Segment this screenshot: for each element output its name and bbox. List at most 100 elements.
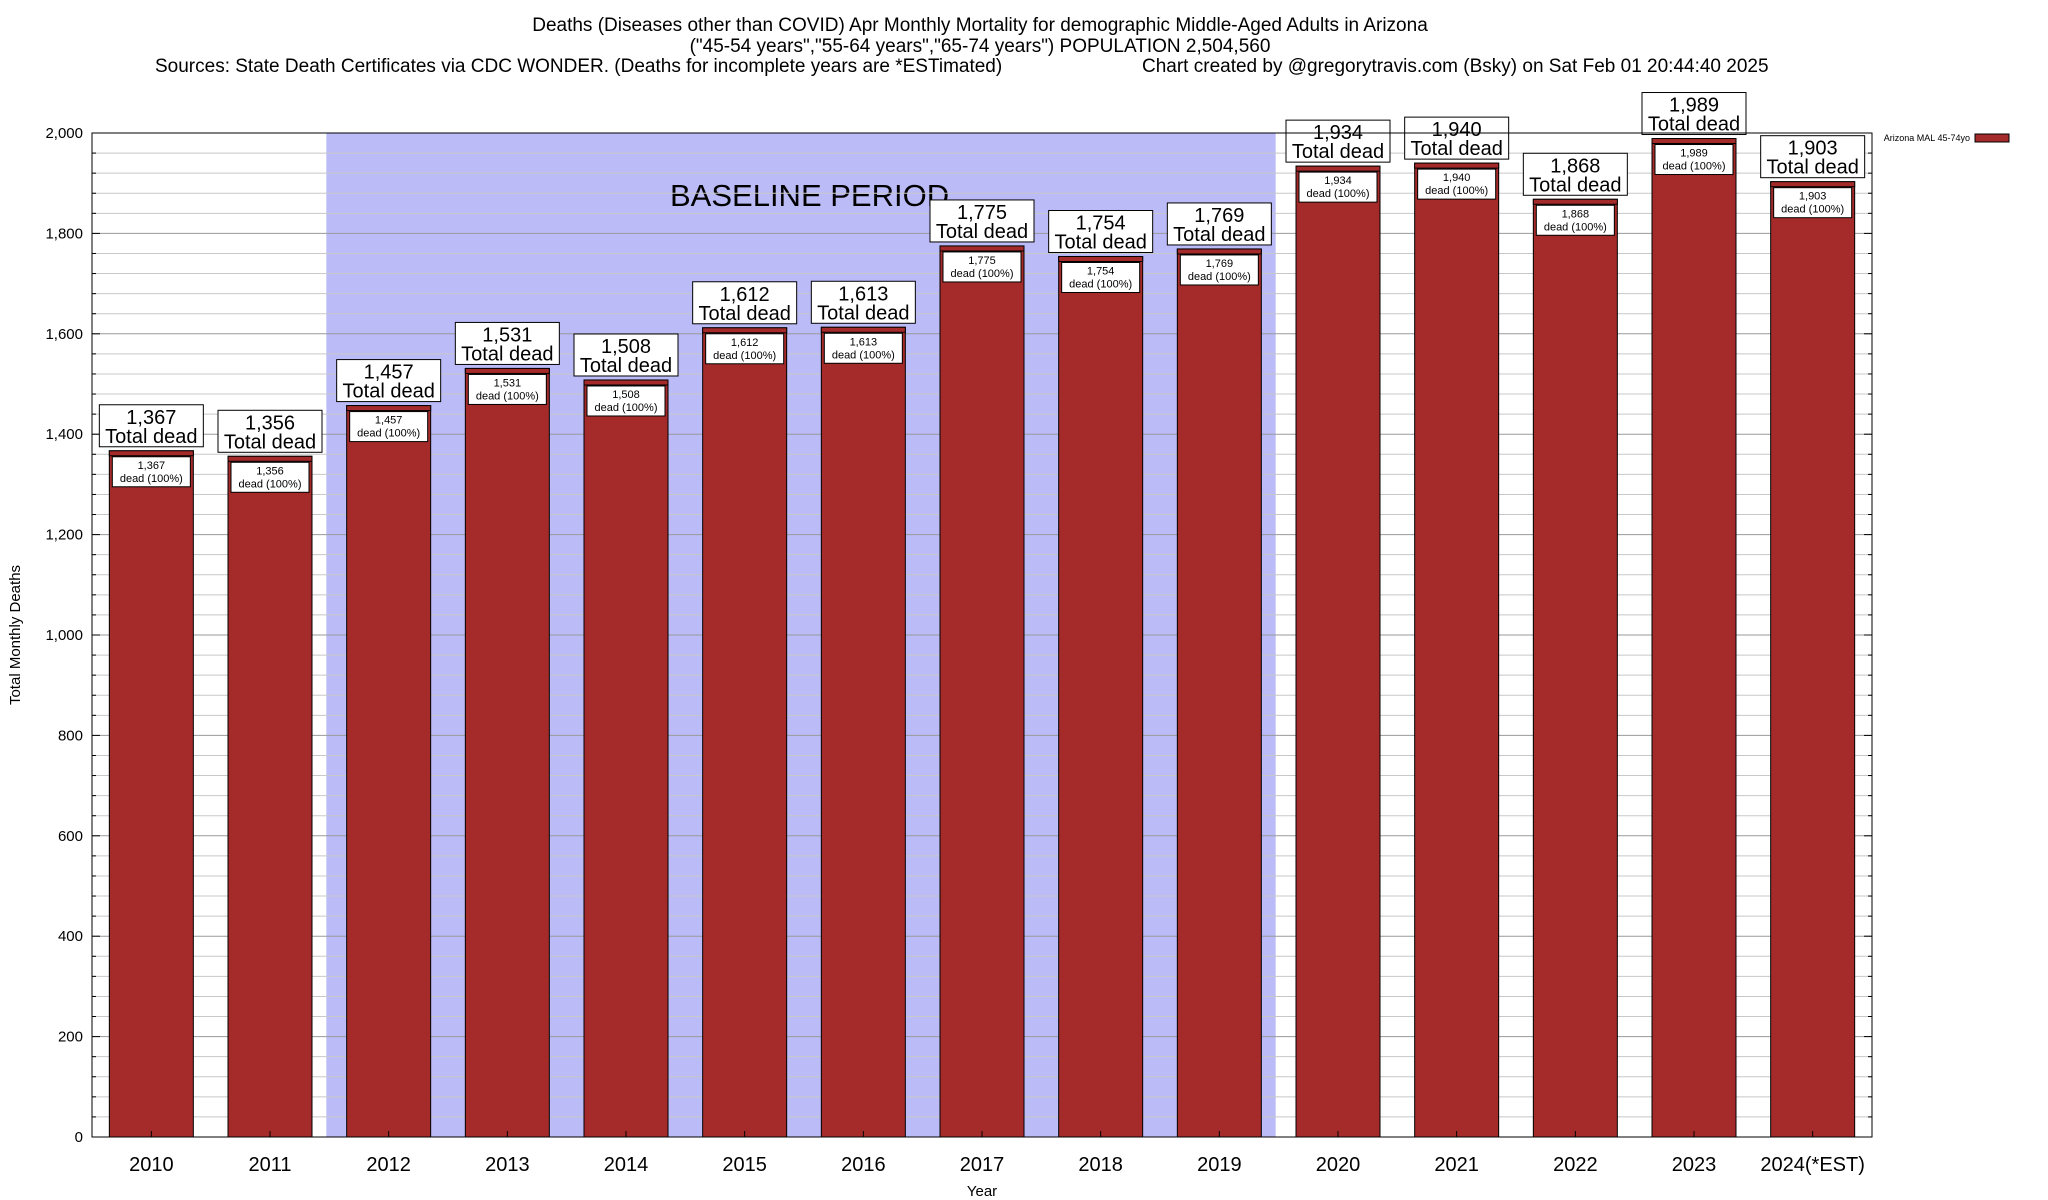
inner-pct-label: dead (100%) xyxy=(832,349,895,361)
chart-title-line2: ("45-54 years","55-64 years","65-74 year… xyxy=(690,36,1271,57)
bar-cap xyxy=(464,367,550,374)
y-axis: 0 200 400 600 800 1,000 1,200 1,400 1,600 1,800 2,… xyxy=(45,125,1872,1146)
total-value-label: 1,356 xyxy=(245,412,295,434)
bar-cap xyxy=(1532,198,1618,205)
x-tick-label: 2020 xyxy=(1316,1154,1361,1176)
total-label-box xyxy=(692,281,798,325)
baseline-label: BASELINE PERIOD xyxy=(670,178,949,213)
total-suffix-label: Total dead xyxy=(1173,224,1265,246)
bar xyxy=(1532,198,1618,1138)
x-tick-label: 2018 xyxy=(1078,1154,1123,1176)
inner-pct-label: dead (100%) xyxy=(120,473,183,485)
inner-label-box xyxy=(1535,204,1615,236)
inner-pct-label: dead (100%) xyxy=(1425,185,1488,197)
inner-label-box xyxy=(823,332,903,364)
bar xyxy=(1176,248,1262,1138)
bar-cap xyxy=(1651,138,1737,145)
bar-cap xyxy=(702,327,788,334)
inner-pct-label: dead (100%) xyxy=(951,268,1014,280)
total-label-box xyxy=(1641,92,1747,136)
bar xyxy=(820,326,906,1138)
x-tick-label: 2013 xyxy=(485,1154,530,1176)
total-value-label: 1,367 xyxy=(126,407,176,429)
bar-cap xyxy=(346,405,432,412)
y-tick-label: 800 xyxy=(58,727,83,744)
total-value-label: 1,775 xyxy=(957,202,1007,224)
inner-pct-label: dead (100%) xyxy=(713,350,776,362)
x-tick-label: 2017 xyxy=(960,1154,1005,1176)
y-tick-label: 200 xyxy=(58,1029,83,1046)
inner-pct-label: dead (100%) xyxy=(1544,221,1607,233)
total-value-label: 1,940 xyxy=(1432,119,1482,141)
x-tick-label: 2016 xyxy=(841,1154,886,1176)
bar-cap xyxy=(1770,181,1856,188)
bar xyxy=(108,450,194,1138)
total-suffix-label: Total dead xyxy=(1648,114,1740,136)
inner-value-label: 1,531 xyxy=(494,377,522,389)
plot-frame xyxy=(91,132,1873,1138)
x-tick-label: 2021 xyxy=(1434,1154,1479,1176)
inner-label-box xyxy=(230,461,310,493)
total-label-box xyxy=(929,199,1035,243)
total-suffix-label: Total dead xyxy=(580,355,672,377)
total-suffix-label: Total dead xyxy=(1529,174,1621,196)
y-axis-title: Total Monthly Deaths xyxy=(7,565,24,705)
y-tick-label: 1,400 xyxy=(45,426,83,443)
inner-label-box xyxy=(1654,144,1734,176)
total-label-box xyxy=(810,280,916,324)
inner-pct-label: dead (100%) xyxy=(1188,271,1251,283)
inner-value-label: 1,612 xyxy=(731,337,759,349)
chart-credit: Chart created by @gregorytravis.com (Bsk… xyxy=(1142,56,1769,77)
title-block: Deaths (Diseases other than COVID) Apr M… xyxy=(155,15,1769,77)
inner-pct-label: dead (100%) xyxy=(357,428,420,440)
inner-value-label: 1,457 xyxy=(375,415,403,427)
total-label-box xyxy=(1166,202,1272,246)
total-suffix-label: Total dead xyxy=(1055,231,1147,253)
total-value-label: 1,613 xyxy=(838,283,888,305)
y-tick-label: 1,200 xyxy=(45,527,83,544)
bar xyxy=(346,405,432,1138)
total-suffix-label: Total dead xyxy=(1411,138,1503,160)
total-value-label: 1,457 xyxy=(364,362,414,384)
bar-cap xyxy=(1176,248,1262,255)
inner-label-box xyxy=(111,456,191,488)
inner-label-box xyxy=(1179,254,1259,286)
inner-label-box xyxy=(1417,168,1497,200)
total-value-label: 1,508 xyxy=(601,336,651,358)
total-value-label: 1,868 xyxy=(1550,155,1600,177)
inner-pct-label: dead (100%) xyxy=(1781,204,1844,216)
total-label-box xyxy=(336,359,442,403)
x-axis-title: Year xyxy=(967,1183,997,1200)
total-suffix-label: Total dead xyxy=(224,431,316,453)
inner-value-label: 1,356 xyxy=(256,465,284,477)
total-value-label: 1,769 xyxy=(1194,205,1244,227)
y-tick-label: 1,600 xyxy=(45,326,83,343)
inner-pct-label: dead (100%) xyxy=(1663,161,1726,173)
inner-pct-label: dead (100%) xyxy=(595,402,658,414)
bar xyxy=(939,245,1025,1138)
x-tick-label: 2023 xyxy=(1672,1154,1717,1176)
legend-label: Arizona MAL 45-74yo xyxy=(1884,133,1970,143)
bar-cap xyxy=(108,450,194,457)
inner-pct-label: dead (100%) xyxy=(239,478,302,490)
total-label-box xyxy=(1760,135,1866,179)
inner-value-label: 1,940 xyxy=(1443,172,1471,184)
inner-value-label: 1,934 xyxy=(1324,175,1352,187)
x-tick-label: 2024(*EST) xyxy=(1760,1154,1865,1176)
x-tick-label: 2011 xyxy=(248,1154,291,1176)
inner-value-label: 1,903 xyxy=(1799,191,1827,203)
total-label-box xyxy=(1285,119,1391,163)
bar xyxy=(583,379,669,1138)
inner-value-label: 1,613 xyxy=(850,336,878,348)
